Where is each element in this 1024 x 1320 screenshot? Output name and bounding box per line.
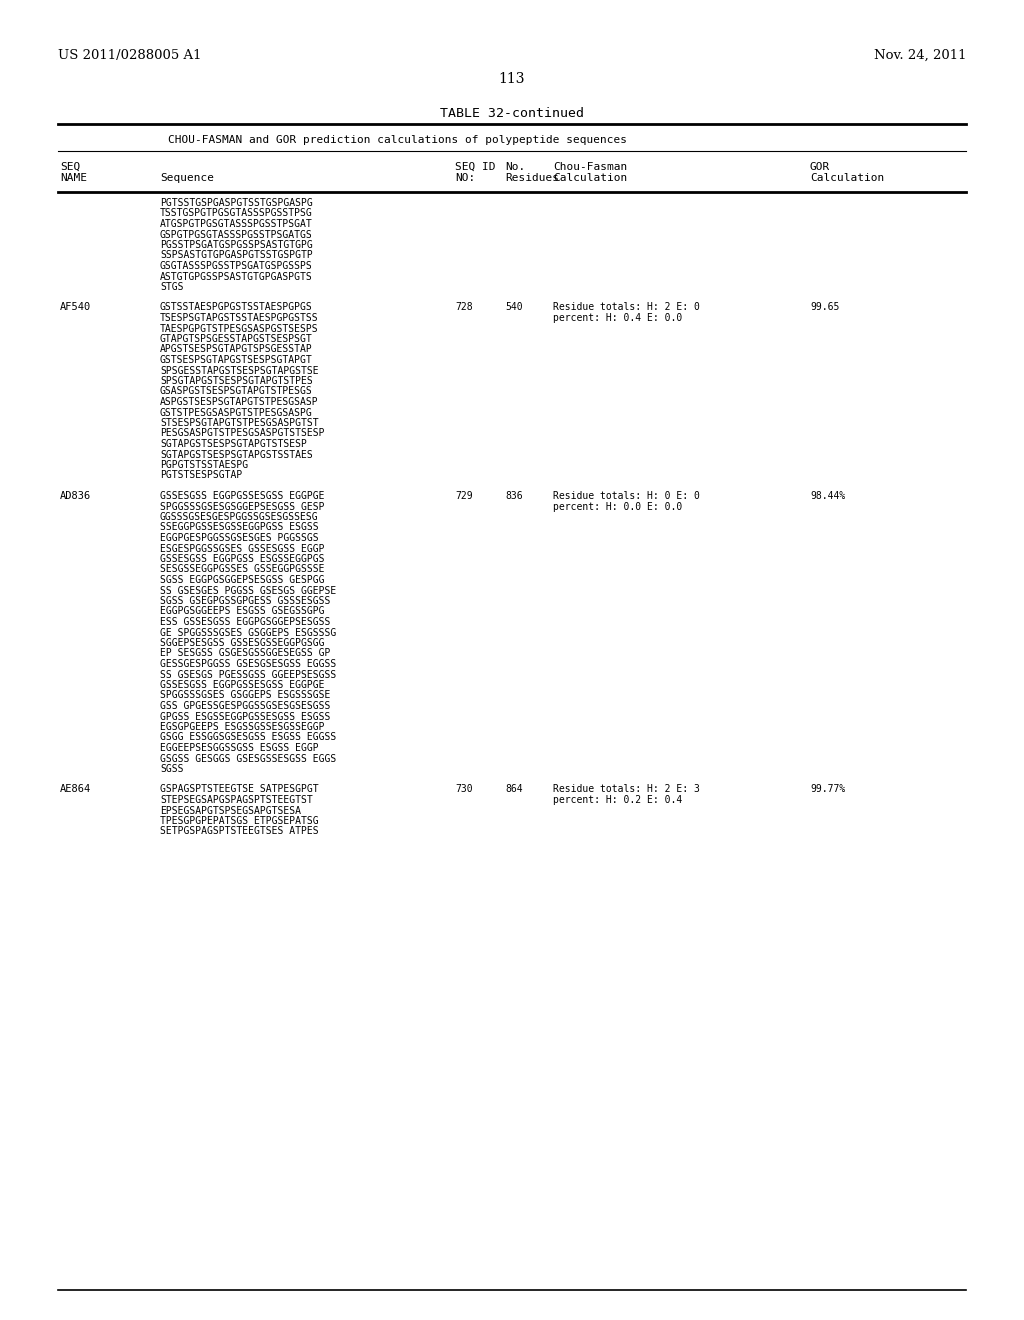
Text: GTAPGTSPSGESSTAPGSTSESPSGT: GTAPGTSPSGESSTAPGSTSESPSGT [160,334,312,345]
Text: GSSESGSS EGGPGSS ESGSSEGGPGS: GSSESGSS EGGPGSS ESGSSEGGPGS [160,554,325,564]
Text: EP SESGSS GSGESGSSGGESEGSS GP: EP SESGSS GSGESGSSGGESEGSS GP [160,648,331,659]
Text: percent: H: 0.0 E: 0.0: percent: H: 0.0 E: 0.0 [553,502,682,511]
Text: 864: 864 [505,784,522,795]
Text: PGPGTSTSSTAESPG: PGPGTSTSSTAESPG [160,459,248,470]
Text: TPESGPGPEPATSGS ETPGSEPATSG: TPESGPGPEPATSGS ETPGSEPATSG [160,816,318,826]
Text: No.: No. [505,162,525,172]
Text: STEPSEGSAPGSPAGSPTSTEEGTST: STEPSEGSAPGSPAGSPTSTEEGTST [160,795,312,805]
Text: ESS GSSESGSS EGGPGSGGEPSESGSS: ESS GSSESGSS EGGPGSGGEPSESGSS [160,616,331,627]
Text: US 2011/0288005 A1: US 2011/0288005 A1 [58,49,202,62]
Text: 98.44%: 98.44% [810,491,845,502]
Text: SGSS EGGPGSGGEPSESGSS GESPGG: SGSS EGGPGSGGEPSESGSS GESPGG [160,576,325,585]
Text: ATGSPGTPGSGTASSSPGSSTPSGAT: ATGSPGTPGSGTASSSPGSSTPSGAT [160,219,312,228]
Text: SS GSESGES PGGSS GSESGS GGEPSE: SS GSESGES PGGSS GSESGS GGEPSE [160,586,336,595]
Text: GSPGTPGSGTASSSPGSSTPSGATGS: GSPGTPGSGTASSSPGSSTPSGATGS [160,230,312,239]
Text: Sequence: Sequence [160,173,214,183]
Text: APGSTSESPSGTAPGTSPSGESSTAP: APGSTSESPSGTAPGTSPSGESSTAP [160,345,312,355]
Text: NO:: NO: [455,173,475,183]
Text: SGSS: SGSS [160,764,183,774]
Text: Nov. 24, 2011: Nov. 24, 2011 [873,49,966,62]
Text: GSS GPGESSGESPGGSSGSESGSESGSS: GSS GPGESSGESPGGSSGSESGSESGSS [160,701,331,711]
Text: PGTSTSESPSGTAP: PGTSTSESPSGTAP [160,470,243,480]
Text: 728: 728 [455,302,473,313]
Text: 730: 730 [455,784,473,795]
Text: 729: 729 [455,491,473,502]
Text: GGSSSGSESGESPGGSSGSESGSSESG: GGSSSGSESGESPGGSSGSESGSSESG [160,512,318,521]
Text: SSPSASTGTGPGASPGTSSTGSPGTP: SSPSASTGTGPGASPGTSSTGSPGTP [160,251,312,260]
Text: EGSGPGEEPS ESGSSGSSESGSSEGGP: EGSGPGEEPS ESGSSGSSESGSSEGGP [160,722,325,733]
Text: STGS: STGS [160,282,183,292]
Text: PESGSASPGTSTPESGSASPGTSTSESP: PESGSASPGTSTPESGSASPGTSTSESP [160,429,325,438]
Text: SESGSSEGGPGSSES GSSEGGPGSSSE: SESGSSEGGPGSSES GSSEGGPGSSSE [160,565,325,574]
Text: SGTAPGSTSESPSGTAPGTSTSESP: SGTAPGSTSESPSGTAPGTSTSESP [160,440,307,449]
Text: GESSGESPGGSS GSESGSESGSS EGGSS: GESSGESPGGSS GSESGSESGSS EGGSS [160,659,336,669]
Text: Residue totals: H: 2 E: 0: Residue totals: H: 2 E: 0 [553,302,699,313]
Text: CHOU-FASMAN and GOR prediction calculations of polypeptide sequences: CHOU-FASMAN and GOR prediction calculati… [168,135,627,145]
Text: TAESPGPGTSTPESGSASPGSTSESPS: TAESPGPGTSTPESGSASPGSTSESPS [160,323,318,334]
Text: 540: 540 [505,302,522,313]
Text: NAME: NAME [60,173,87,183]
Text: TSESPSGTAPGSTSSTAESPGPGSTSS: TSESPSGTAPGSTSSTAESPGPGSTSS [160,313,318,323]
Text: GOR: GOR [810,162,830,172]
Text: Residue totals: H: 0 E: 0: Residue totals: H: 0 E: 0 [553,491,699,502]
Text: SEQ: SEQ [60,162,80,172]
Text: Residues: Residues [505,173,559,183]
Text: GSASPGSTSESPSGTAPGTSTPESGS: GSASPGSTSESPSGTAPGTSTPESGS [160,387,312,396]
Text: ASTGTGPGSSPSASTGTGPGASPGTS: ASTGTGPGSSPSASTGTGPGASPGTS [160,272,312,281]
Text: SPGGSSSGSES GSGGEPS ESGSSSGSE: SPGGSSSGSES GSGGEPS ESGSSSGSE [160,690,331,701]
Text: 99.77%: 99.77% [810,784,845,795]
Text: ASPGSTSESPSGTAPGTSTPESGSASP: ASPGSTSESPSGTAPGTSTPESGSASP [160,397,318,407]
Text: GPGSS ESGSSEGGPGSSESGSS ESGSS: GPGSS ESGSSEGGPGSSESGSS ESGSS [160,711,331,722]
Text: SSEGGPGSSESGSSEGGPGSS ESGSS: SSEGGPGSSESGSSEGGPGSS ESGSS [160,523,318,532]
Text: PGSSTPSGATGSPGSSPSASTGTGPG: PGSSTPSGATGSPGSSPSASTGTGPG [160,240,312,249]
Text: TSSTGSPGTPGSGTASSSPGSSTPSG: TSSTGSPGTPGSGTASSSPGSSTPSG [160,209,312,219]
Text: 113: 113 [499,73,525,86]
Text: GSSESGSS EGGPGSSESGSS EGGPGE: GSSESGSS EGGPGSSESGSS EGGPGE [160,680,325,690]
Text: percent: H: 0.2 E: 0.4: percent: H: 0.2 E: 0.4 [553,795,682,805]
Text: GSTSTPESGSASPGTSTPESGSASPG: GSTSTPESGSASPGTSTPESGSASPG [160,408,312,417]
Text: 99.65: 99.65 [810,302,840,313]
Text: Chou-Fasman: Chou-Fasman [553,162,628,172]
Text: SEQ ID: SEQ ID [455,162,496,172]
Text: EGGEEPSESGGSSGSS ESGSS EGGP: EGGEEPSESGGSSGSS ESGSS EGGP [160,743,318,752]
Text: EGGPGSGGEEPS ESGSS GSEGSSGPG: EGGPGSGGEEPS ESGSS GSEGSSGPG [160,606,325,616]
Text: EPSEGSAPGTSPSEGSAPGTSESA: EPSEGSAPGTSPSEGSAPGTSESA [160,805,301,816]
Text: 836: 836 [505,491,522,502]
Text: PGTSSTGSPGASPGTSSTGSPGASPG: PGTSSTGSPGASPGTSSTGSPGASPG [160,198,312,209]
Text: percent: H: 0.4 E: 0.0: percent: H: 0.4 E: 0.0 [553,313,682,323]
Text: GSGG ESSGGSGSESGSS ESGSS EGGSS: GSGG ESSGGSGSESGSS ESGSS EGGSS [160,733,336,742]
Text: EGGPGESPGGSSGSESGES PGGSSGS: EGGPGESPGGSSGSESGES PGGSSGS [160,533,318,543]
Text: SPSGTAPGSTSESPSGTAPGTSTPES: SPSGTAPGSTSESPSGTAPGTSTPES [160,376,312,385]
Text: SS GSESGS PGESSGSS GGEEPSESGSS: SS GSESGS PGESSGSS GGEEPSESGSS [160,669,336,680]
Text: SGSS GSEGPGSSGPGESS GSSSESGSS: SGSS GSEGPGSSGPGESS GSSSESGSS [160,597,331,606]
Text: GSPAGSPTSTEEGTSE SATPESGPGT: GSPAGSPTSTEEGTSE SATPESGPGT [160,784,318,795]
Text: AD836: AD836 [60,491,91,502]
Text: GSGTASSSPGSSTPSGATGSPGSSPS: GSGTASSSPGSSTPSGATGSPGSSPS [160,261,312,271]
Text: SGTAPGSTSESPSGTAPGSTSSTAES: SGTAPGSTSESPSGTAPGSTSSTAES [160,450,312,459]
Text: GSTSESPSGTAPGSTSESPSGTAPGT: GSTSESPSGTAPGSTSESPSGTAPGT [160,355,312,366]
Text: SPGGSSSGSESGSGGEPSESGSS GESP: SPGGSSSGSESGSGGEPSESGSS GESP [160,502,325,511]
Text: GSSESGSS EGGPGSSESGSS EGGPGE: GSSESGSS EGGPGSSESGSS EGGPGE [160,491,325,502]
Text: ESGESPGGSSGSES GSSESGSS EGGP: ESGESPGGSSGSES GSSESGSS EGGP [160,544,325,553]
Text: Calculation: Calculation [810,173,885,183]
Text: TABLE 32-continued: TABLE 32-continued [440,107,584,120]
Text: GSGSS GESGGS GSESGSSESGSS EGGS: GSGSS GESGGS GSESGSSESGSS EGGS [160,754,336,763]
Text: AE864: AE864 [60,784,91,795]
Text: SETPGSPAGSPTSTEEGTSES ATPES: SETPGSPAGSPTSTEEGTSES ATPES [160,826,318,837]
Text: AF540: AF540 [60,302,91,313]
Text: GE SPGGSSSGSES GSGGEPS ESGSSSG: GE SPGGSSSGSES GSGGEPS ESGSSSG [160,627,336,638]
Text: SPSGESSTAPGSTSESPSGTAPGSTSE: SPSGESSTAPGSTSESPSGTAPGSTSE [160,366,318,375]
Text: Residue totals: H: 2 E: 3: Residue totals: H: 2 E: 3 [553,784,699,795]
Text: Calculation: Calculation [553,173,628,183]
Text: STSESPSGTAPGTSTPESGSASPGTST: STSESPSGTAPGTSTPESGSASPGTST [160,418,318,428]
Text: SGGEPSESGSS GSSESGSSEGGPGSGG: SGGEPSESGSS GSSESGSSEGGPGSGG [160,638,325,648]
Text: GSTSSTAESPGPGSTSSTAESPGPGS: GSTSSTAESPGPGSTSSTAESPGPGS [160,302,312,313]
